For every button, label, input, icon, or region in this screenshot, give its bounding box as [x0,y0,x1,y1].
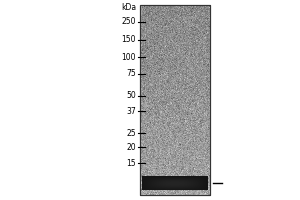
Text: 15: 15 [126,158,136,168]
Text: 25: 25 [126,129,136,138]
Text: 37: 37 [126,106,136,116]
Text: kDa: kDa [121,3,136,12]
Bar [142,176,208,190]
Bar [140,5,210,195]
Text: 250: 250 [122,18,136,26]
Text: 100: 100 [122,52,136,62]
Bar [140,5,210,195]
Text: 50: 50 [126,92,136,100]
Text: 75: 75 [126,70,136,78]
Text: 20: 20 [126,142,136,152]
Text: 150: 150 [122,36,136,45]
